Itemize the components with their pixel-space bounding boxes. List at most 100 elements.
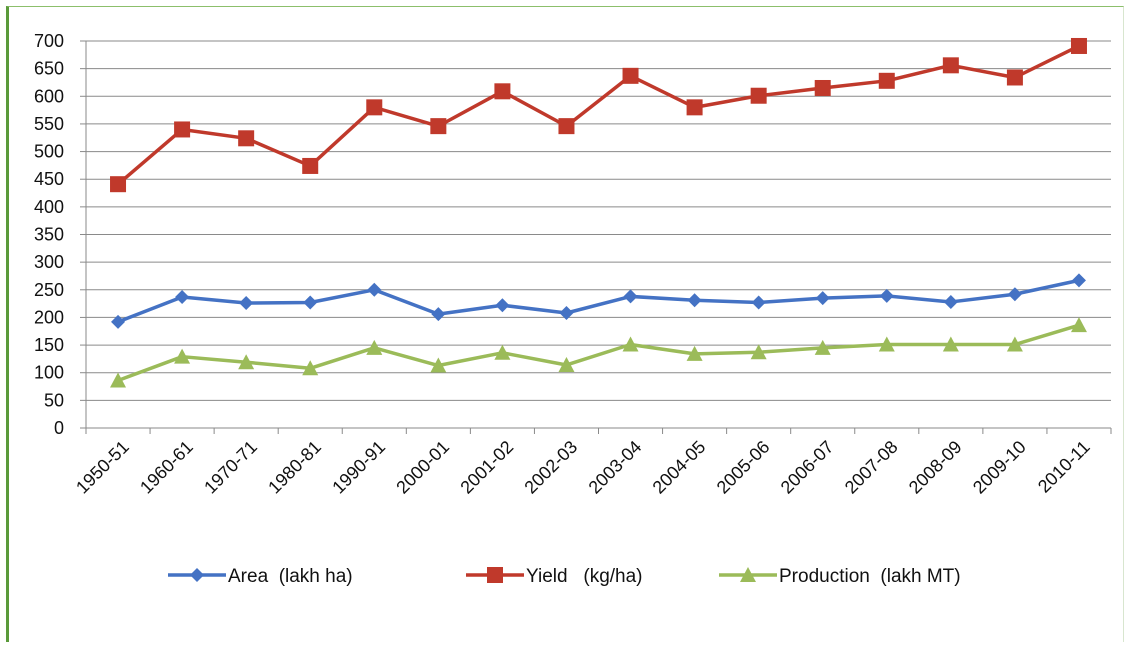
data-point bbox=[110, 372, 127, 388]
data-point bbox=[687, 293, 702, 308]
data-point bbox=[751, 295, 766, 310]
x-tick-label: 2005-06 bbox=[713, 437, 774, 498]
y-tick-label: 150 bbox=[34, 335, 64, 355]
legend-item: Area (lakh ha) bbox=[168, 566, 353, 587]
y-tick-label: 350 bbox=[34, 225, 64, 245]
data-point bbox=[740, 567, 756, 582]
data-point bbox=[623, 289, 638, 304]
data-point bbox=[622, 336, 639, 352]
data-point bbox=[431, 307, 446, 322]
data-point bbox=[942, 57, 959, 74]
data-point bbox=[303, 295, 318, 310]
x-tick-label: 2001-02 bbox=[456, 437, 517, 498]
series-line bbox=[117, 278, 1080, 324]
data-point bbox=[175, 289, 190, 304]
data-point bbox=[174, 348, 191, 364]
series bbox=[110, 37, 1087, 388]
data-point bbox=[1070, 317, 1087, 333]
data-point bbox=[622, 67, 639, 84]
data-point bbox=[1071, 273, 1086, 288]
x-tick-label: 2010-11 bbox=[1034, 437, 1094, 497]
y-tick-label: 250 bbox=[34, 280, 64, 300]
y-tick-label: 100 bbox=[34, 363, 64, 383]
y-tick-label: 200 bbox=[34, 307, 64, 327]
data-point bbox=[302, 157, 319, 174]
chart-frame bbox=[6, 6, 1124, 642]
y-tick-label: 300 bbox=[34, 252, 64, 272]
x-tick-label: 2004-05 bbox=[649, 437, 710, 498]
y-tick-label: 50 bbox=[44, 390, 64, 410]
data-point bbox=[943, 294, 958, 309]
data-point bbox=[238, 130, 255, 147]
data-point bbox=[494, 344, 511, 360]
y-tick-label: 700 bbox=[34, 31, 64, 51]
legend-label: Area (lakh ha) bbox=[228, 566, 353, 587]
x-tick-label: 1970-71 bbox=[200, 437, 261, 498]
data-point bbox=[494, 83, 511, 100]
data-point bbox=[750, 87, 767, 104]
x-tick-label: 2009-10 bbox=[969, 437, 1030, 498]
data-point bbox=[495, 298, 510, 313]
x-tick-label: 2002-03 bbox=[520, 437, 581, 498]
series-line bbox=[117, 323, 1080, 383]
data-point bbox=[367, 282, 382, 297]
data-point bbox=[750, 344, 767, 360]
axes: 0 50 100 150 200 250 300 350 400 450 500 550 600 650 7… bbox=[34, 31, 1112, 498]
legend-item: Production (lakh MT) bbox=[719, 566, 961, 587]
data-point bbox=[430, 118, 447, 135]
data-point bbox=[110, 176, 127, 193]
data-point bbox=[878, 72, 895, 89]
data-point bbox=[686, 345, 703, 361]
data-point bbox=[879, 288, 894, 303]
data-point bbox=[1007, 287, 1022, 302]
data-point bbox=[190, 568, 204, 582]
data-point bbox=[487, 567, 503, 583]
data-point bbox=[239, 296, 254, 311]
x-tick-label: 2003-04 bbox=[585, 437, 646, 498]
series-1 bbox=[110, 37, 1087, 193]
x-tick-label: 1950-51 bbox=[72, 437, 133, 498]
y-tick-label: 0 bbox=[54, 418, 64, 438]
series-line bbox=[116, 44, 1080, 186]
series-2 bbox=[110, 317, 1087, 388]
data-point bbox=[878, 336, 895, 352]
series-0 bbox=[111, 273, 1086, 329]
data-point bbox=[814, 79, 831, 96]
x-tick-label: 2007-08 bbox=[841, 437, 902, 498]
y-tick-label: 450 bbox=[34, 169, 64, 189]
data-point bbox=[174, 121, 191, 138]
y-tick-label: 600 bbox=[34, 86, 64, 106]
data-point bbox=[1006, 336, 1023, 352]
x-tick-label: 2000-01 bbox=[392, 437, 453, 498]
x-tick-label: 1990-91 bbox=[328, 437, 389, 498]
legend-label: Production (lakh MT) bbox=[779, 566, 961, 587]
data-point bbox=[942, 336, 959, 352]
data-point bbox=[1006, 69, 1023, 86]
data-point bbox=[430, 357, 447, 373]
y-tick-label: 400 bbox=[34, 197, 64, 217]
data-point bbox=[366, 339, 383, 355]
data-point bbox=[302, 360, 319, 376]
data-point bbox=[366, 99, 383, 116]
data-point bbox=[559, 306, 574, 321]
x-tick-label: 2008-09 bbox=[905, 437, 966, 498]
x-tick-label: 1960-61 bbox=[136, 437, 197, 498]
gridlines bbox=[86, 40, 1111, 401]
x-tick-label: 1980-81 bbox=[264, 437, 325, 498]
data-point bbox=[558, 356, 575, 372]
legend-item: Yield (kg/ha) bbox=[466, 566, 643, 587]
data-point bbox=[1070, 37, 1087, 54]
data-point bbox=[815, 291, 830, 306]
y-tick-label: 500 bbox=[34, 142, 64, 162]
y-tick-label: 550 bbox=[34, 114, 64, 134]
y-tick-label: 650 bbox=[34, 59, 64, 79]
data-point bbox=[814, 339, 831, 355]
legend-label: Yield (kg/ha) bbox=[526, 566, 643, 587]
data-point bbox=[686, 99, 703, 116]
x-tick-label: 2006-07 bbox=[777, 437, 838, 498]
legend: Area (lakh ha) Yield (kg/ha) Production (l… bbox=[168, 566, 961, 587]
data-point bbox=[111, 314, 126, 329]
data-point bbox=[558, 118, 575, 135]
data-point bbox=[238, 354, 255, 370]
